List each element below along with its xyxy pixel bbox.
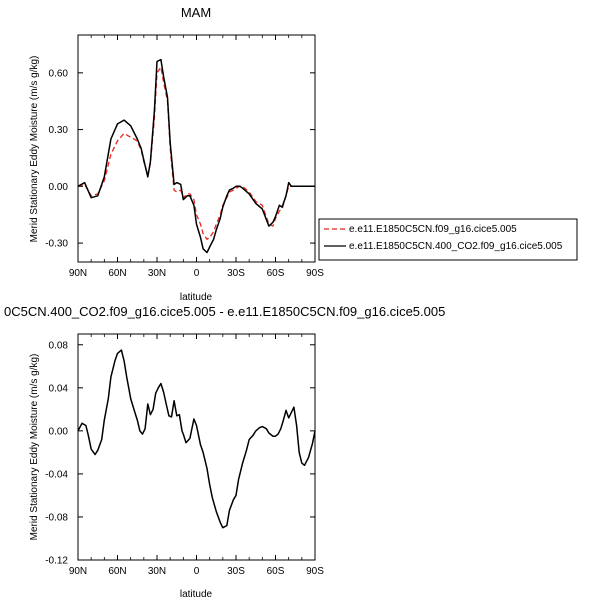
bottom-y-tick-label: 0.08	[49, 340, 69, 351]
bottom-chart-title: 0C5CN.400_CO2.f09_g16.cice5.005 - e.e11.…	[4, 304, 445, 319]
top-x-axis-label: latitude	[180, 292, 213, 303]
top-x-tick-label: 60N	[108, 268, 126, 279]
top-x-tick-label: 0	[194, 268, 200, 279]
bottom-x-axis-label: latitude	[180, 589, 213, 600]
top-y-tick-label: 0.60	[49, 68, 69, 79]
top-y-tick-label: 0.30	[49, 125, 69, 136]
bottom-y-tick-label: -0.04	[45, 469, 68, 480]
top-series-co2-line	[77, 58, 315, 254]
bottom-plot-frame	[77, 333, 316, 561]
bottom-x-tick-label: 60N	[108, 566, 126, 577]
top-plot-area: 90N 60N 30N 0 30S 60S 90S 0.60 0.30 0.00 -0.30	[45, 35, 324, 279]
bottom-y-tick-label: -0.08	[45, 512, 68, 523]
legend-label-control: e.e11.E1850C5CN.f09_g16.cice5.005	[349, 224, 517, 235]
top-y-axis-label: Merid Stationary Eddy Moisture (m/s g/kg…	[29, 56, 40, 243]
bottom-x-tick-label: 60S	[267, 566, 285, 577]
bottom-x-tick-label: 30S	[227, 566, 245, 577]
bottom-panel: 0C5CN.400_CO2.f09_g16.cice5.005 - e.e11.…	[4, 304, 445, 600]
top-series-control-line	[77, 66, 315, 240]
legend-label-co2: e.e11.E1850C5CN.400_CO2.f09_g16.cice5.00…	[349, 241, 563, 252]
top-y-tick-label: -0.30	[45, 239, 68, 250]
bottom-y-axis-label: Merid Stationary Eddy Moisture (m/s g/kg…	[29, 354, 40, 541]
top-chart-title: MAM	[181, 5, 211, 20]
top-x-tick-label: 30S	[227, 268, 245, 279]
top-plot-frame	[77, 34, 316, 263]
top-x-tick-label: 90S	[306, 268, 324, 279]
bottom-series-difference-line	[77, 349, 316, 529]
top-y-tick-label: 0.00	[49, 182, 69, 193]
bottom-y-tick-label: 0.04	[49, 383, 69, 394]
top-x-tick-label: 90N	[69, 268, 87, 279]
top-panel: MAM latitude Merid Stationary Eddy Moist…	[29, 5, 324, 303]
legend-box	[318, 218, 578, 261]
top-x-tick-label: 30N	[148, 268, 166, 279]
bottom-x-tick-label: 30N	[148, 566, 166, 577]
bottom-y-tick-label: 0.00	[49, 426, 69, 437]
bottom-plot-area: 90N 60N 30N 0 30S 60S 90S 0.08 0.04 0.00 -0.04 -0.0…	[45, 334, 324, 577]
bottom-x-tick-label: 90S	[306, 566, 324, 577]
bottom-x-tick-label: 0	[194, 566, 200, 577]
legend: e.e11.E1850C5CN.f09_g16.cice5.005 e.e11.…	[318, 218, 578, 261]
top-x-tick-label: 60S	[267, 268, 285, 279]
bottom-y-tick-label: -0.12	[45, 556, 68, 567]
bottom-x-tick-label: 90N	[69, 566, 87, 577]
